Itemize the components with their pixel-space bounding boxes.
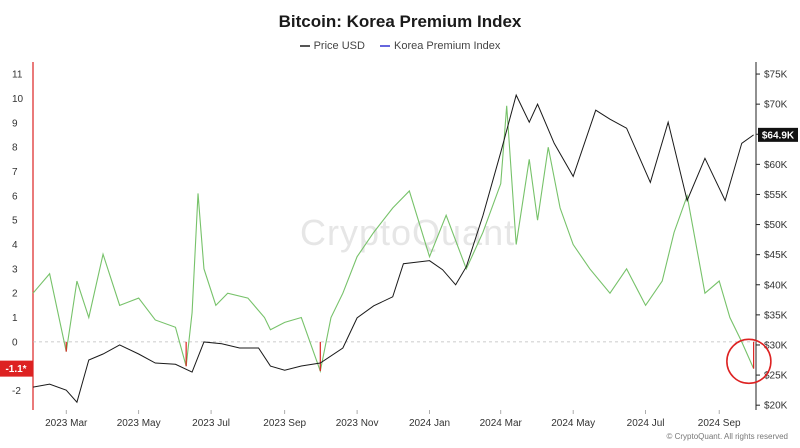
legend-label-price: Price USD <box>313 40 365 52</box>
legend-label-premium: Korea Premium Index <box>394 40 501 52</box>
x-tick-label: 2023 Jul <box>192 418 230 429</box>
x-tick-label: 2024 May <box>551 418 595 429</box>
x-tick-label: 2023 May <box>117 418 161 429</box>
left-tick-label: -2 <box>12 386 21 397</box>
x-tick-label: 2023 Mar <box>45 418 88 429</box>
left-tick-label: 7 <box>12 167 18 178</box>
right-tick-label: $55K <box>764 190 788 201</box>
legend: Price USD Korea Premium Index <box>0 38 800 52</box>
x-tick-label: 2023 Sep <box>263 418 306 429</box>
left-tick-label: 1 <box>12 313 18 324</box>
right-tick-label: $40K <box>764 280 788 291</box>
right-tick-label: $45K <box>764 250 788 261</box>
legend-swatch-price <box>299 45 310 47</box>
chart-title: Bitcoin: Korea Premium Index <box>278 12 522 31</box>
left-tick-label: 2 <box>12 289 18 300</box>
left-tick-label: 8 <box>12 143 18 154</box>
right-tick-label: $30K <box>764 340 788 351</box>
x-tick-label: 2024 Jan <box>409 418 450 429</box>
x-tick-label: 2024 Jul <box>627 418 665 429</box>
right-tick-label: $60K <box>764 160 788 171</box>
right-tick-label: $50K <box>764 220 788 231</box>
left-tick-label: 3 <box>12 264 18 275</box>
left-premium-badge-text: -1.1* <box>5 364 26 375</box>
right-tick-label: $70K <box>764 100 788 111</box>
annotation-layer: $64.9K -1.1* <box>0 127 798 385</box>
highlight-circle <box>726 338 772 385</box>
right-tick-label: $25K <box>764 371 788 382</box>
series-layer <box>32 93 755 404</box>
left-tick-label: 10 <box>12 94 24 105</box>
right-tick-label: $75K <box>764 70 788 81</box>
x-tick-label: 2024 Sep <box>698 418 741 429</box>
legend-swatch-premium <box>380 45 390 47</box>
right-tick-label: $35K <box>764 310 788 321</box>
left-tick-label: 0 <box>12 337 18 348</box>
series-korea-premium-line <box>32 105 755 374</box>
left-premium-badge <box>0 360 33 377</box>
left-tick-label: 5 <box>12 216 18 227</box>
right-price-badge <box>758 127 798 142</box>
legend-item-price[interactable]: Price USD <box>299 40 365 52</box>
right-tick-label: $20K <box>764 401 788 412</box>
right-price-badge-text: $64.9K <box>762 130 795 141</box>
x-tick-label: 2023 Nov <box>336 418 379 429</box>
left-tick-label: 6 <box>12 191 18 202</box>
left-tick-label: 4 <box>12 240 18 251</box>
x-tick-label: 2024 Mar <box>480 418 523 429</box>
axes-layer: 11109876543210-1-2$75K$70K$65K$60K$55K$5… <box>12 62 788 429</box>
copyright-text: © CryptoQuant. All rights reserved <box>666 432 789 441</box>
legend-item-premium[interactable]: Korea Premium Index <box>380 40 500 52</box>
left-tick-label: 9 <box>12 118 18 129</box>
left-tick-label: 11 <box>12 70 23 81</box>
series-price-line <box>32 93 754 404</box>
watermark: CryptoQuant <box>300 212 516 253</box>
